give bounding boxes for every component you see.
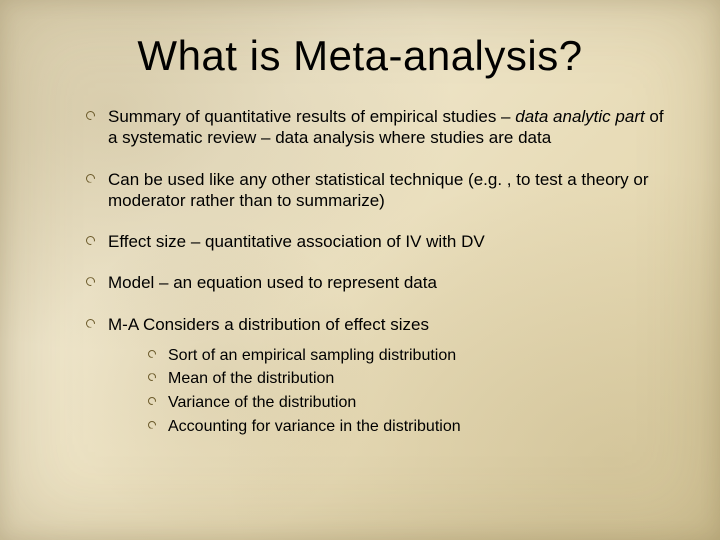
sub-bullet-item: Sort of an empirical sampling distributi… — [148, 345, 672, 367]
sub-bullet-item: Variance of the distribution — [148, 392, 672, 414]
bullet-text: Can be used like any other statistical t… — [108, 170, 649, 210]
bullet-text: Effect size – quantitative association o… — [108, 232, 485, 251]
bullet-item: Effect size – quantitative association o… — [86, 231, 672, 252]
bullet-text: data analytic part — [515, 107, 644, 126]
bullet-text: Summary of quantitative results of empir… — [108, 107, 515, 126]
bullet-text: M-A Considers a distribution of effect s… — [108, 315, 429, 334]
sub-bullet-item: Accounting for variance in the distribut… — [148, 416, 672, 438]
bullet-item: Model – an equation used to represent da… — [86, 272, 672, 293]
slide-title: What is Meta-analysis? — [48, 32, 672, 80]
slide: What is Meta-analysis? Summary of quanti… — [0, 0, 720, 540]
bullet-item: Can be used like any other statistical t… — [86, 169, 672, 212]
sub-bullet-list: Sort of an empirical sampling distributi… — [108, 345, 672, 437]
sub-bullet-item: Mean of the distribution — [148, 368, 672, 390]
bullet-item: M-A Considers a distribution of effect s… — [86, 314, 672, 438]
bullet-item: Summary of quantitative results of empir… — [86, 106, 672, 149]
bullet-text: Model – an equation used to represent da… — [108, 273, 437, 292]
bullet-list: Summary of quantitative results of empir… — [48, 106, 672, 437]
